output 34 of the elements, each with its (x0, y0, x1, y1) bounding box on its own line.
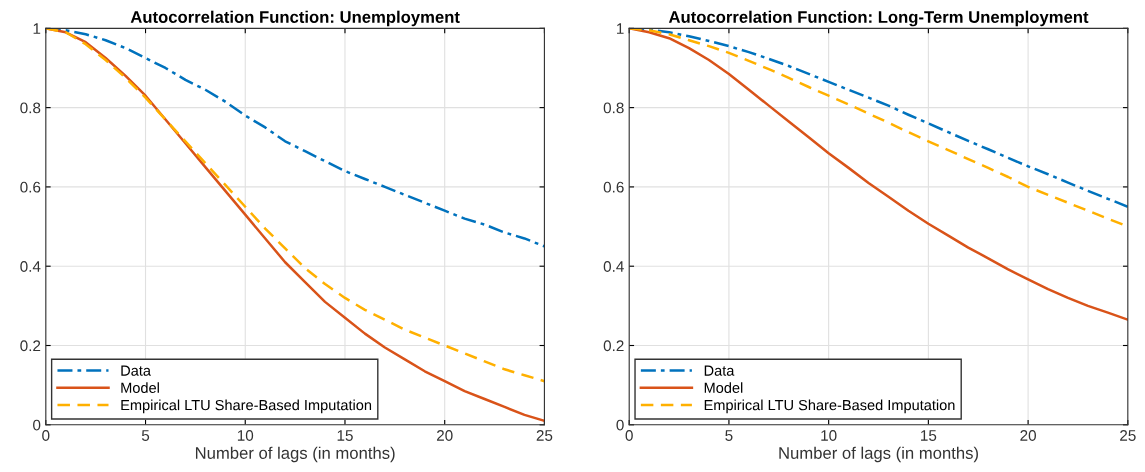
y-tick-label: 0.4 (20, 261, 41, 272)
x-tick-label: 15 (921, 430, 937, 441)
y-tick-label: 0 (33, 419, 41, 431)
chart-title: Autocorrelation Function: Long-Term Unemployment (668, 10, 1089, 27)
x-axis-title: Number of lags (in months) (195, 446, 395, 463)
legend-label: Data (121, 365, 151, 376)
chart-title: Autocorrelation Function: Unemployment (130, 10, 460, 27)
legend-label: Model (704, 382, 743, 394)
x-tick-label: 10 (821, 430, 837, 441)
x-axis-title: Number of lags (in months) (779, 446, 978, 463)
x-tick-label: 5 (141, 430, 150, 441)
y-tick-label: 0.8 (603, 102, 624, 114)
x-tick-label: 25 (536, 430, 553, 441)
x-tick-label: 0 (625, 430, 633, 441)
y-tick-label: 0.4 (603, 261, 624, 272)
y-tick-label: 0.2 (20, 340, 41, 352)
y-tick-label: 1 (33, 23, 41, 34)
x-tick-label: 15 (337, 430, 353, 441)
y-tick-label: 0 (616, 419, 624, 431)
legend-label: Data (704, 365, 735, 376)
legend-label: Model (121, 382, 159, 394)
y-tick-label: 0.8 (20, 102, 41, 114)
x-tick-label: 20 (436, 430, 453, 441)
y-tick-label: 0.6 (20, 181, 41, 193)
legend-label: Empirical LTU Share-Based Imputation (121, 399, 372, 414)
x-tick-label: 5 (725, 430, 733, 441)
x-tick-label: 20 (1020, 430, 1036, 441)
y-tick-label: 0.2 (603, 340, 624, 352)
x-tick-label: 0 (42, 430, 50, 441)
y-tick-label: 1 (617, 23, 624, 34)
legend-label: Empirical LTU Share-Based Imputation (704, 399, 955, 414)
x-tick-label: 10 (237, 430, 254, 441)
x-tick-label: 25 (1120, 430, 1136, 441)
y-tick-label: 0.6 (603, 181, 624, 193)
